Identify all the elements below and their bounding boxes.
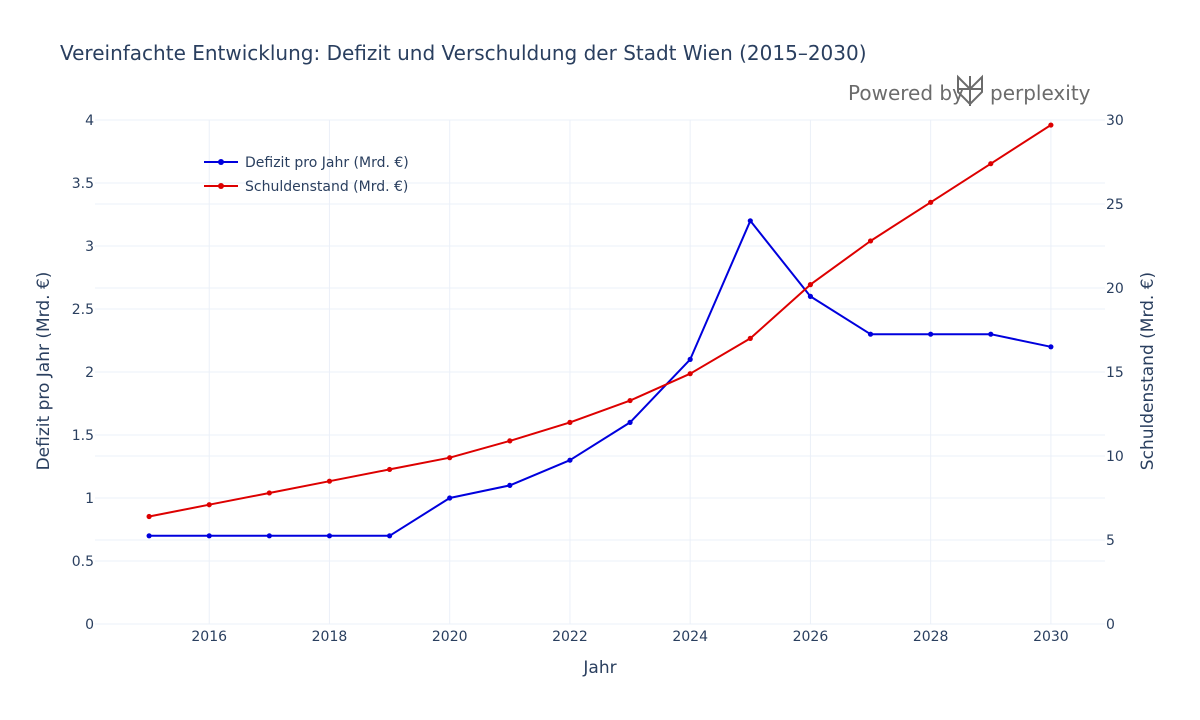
legend-item-defizit[interactable]: Defizit pro Jahr (Mrd. €) bbox=[204, 155, 409, 171]
x-tick-label: 2016 bbox=[191, 629, 227, 645]
data-point bbox=[386, 533, 393, 539]
data-point bbox=[627, 397, 633, 404]
data-point bbox=[928, 199, 934, 205]
data-point bbox=[326, 478, 333, 484]
y-tick-label: 1.5 bbox=[72, 428, 94, 444]
data-point bbox=[206, 533, 212, 539]
y2-axis-title: Schuldenstand (Mrd. €) bbox=[1138, 272, 1158, 470]
perplexity-icon bbox=[957, 74, 983, 106]
x-axis-title: Jahr bbox=[582, 658, 616, 678]
y-tick-label: 0 bbox=[85, 617, 94, 633]
perplexity-wordmark: perplexity bbox=[990, 81, 1091, 105]
data-point bbox=[567, 457, 573, 463]
y-tick-label: 1 bbox=[85, 491, 94, 507]
y2-tick-label: 5 bbox=[1106, 533, 1115, 549]
data-point bbox=[1048, 122, 1054, 128]
data-point bbox=[507, 482, 513, 488]
data-point bbox=[206, 502, 212, 508]
y-tick-label: 0.5 bbox=[72, 554, 94, 570]
powered-by-label: Powered by bbox=[848, 81, 964, 105]
y2-tick-label: 0 bbox=[1106, 617, 1115, 633]
legend-marker-schuldenstand bbox=[218, 183, 224, 189]
data-point bbox=[507, 438, 513, 444]
y-tick-label: 2.5 bbox=[72, 302, 94, 318]
y-tick-label: 4 bbox=[85, 113, 94, 129]
y-axis-title: Defizit pro Jahr (Mrd. €) bbox=[34, 272, 54, 471]
series-layer bbox=[146, 122, 1054, 539]
x-tick-label: 2030 bbox=[1033, 629, 1069, 645]
data-point bbox=[627, 419, 633, 425]
legend-marker-defizit bbox=[218, 159, 224, 165]
legend[interactable]: Defizit pro Jahr (Mrd. €) Schuldenstand … bbox=[204, 155, 409, 195]
series-line-0 bbox=[149, 219, 1052, 537]
y-tick-label: 3.5 bbox=[72, 176, 94, 192]
data-point bbox=[146, 533, 152, 539]
axes: 2016 2018 2020 2022 2024 2026 2028 203000.511.5… bbox=[72, 113, 1124, 645]
x-tick-label: 2018 bbox=[312, 629, 348, 645]
grid bbox=[95, 119, 1105, 625]
data-point bbox=[326, 533, 333, 539]
data-point bbox=[807, 282, 814, 288]
y-tick-label: 3 bbox=[85, 239, 94, 255]
legend-label-schuldenstand: Schuldenstand (Mrd. €) bbox=[245, 179, 408, 195]
chart-title: Vereinfachte Entwicklung: Defizit und Ve… bbox=[60, 41, 867, 65]
data-point bbox=[687, 371, 693, 377]
data-point bbox=[928, 331, 934, 337]
data-point bbox=[807, 293, 814, 299]
legend-item-schuldenstand[interactable]: Schuldenstand (Mrd. €) bbox=[204, 179, 408, 195]
y2-tick-label: 25 bbox=[1106, 197, 1124, 213]
x-tick-label: 2026 bbox=[793, 629, 829, 645]
data-point bbox=[386, 466, 393, 473]
data-point bbox=[747, 218, 753, 224]
data-point bbox=[867, 238, 874, 244]
series-line-1 bbox=[148, 124, 1052, 518]
data-point bbox=[447, 455, 453, 461]
y2-tick-label: 30 bbox=[1106, 113, 1124, 129]
data-point bbox=[988, 331, 994, 337]
data-point bbox=[867, 331, 874, 337]
y2-tick-label: 20 bbox=[1106, 281, 1124, 297]
data-point bbox=[146, 513, 152, 520]
x-tick-label: 2022 bbox=[552, 629, 588, 645]
data-point bbox=[266, 490, 272, 496]
y2-tick-label: 15 bbox=[1106, 365, 1124, 381]
x-tick-label: 2024 bbox=[672, 629, 708, 645]
data-point bbox=[1048, 344, 1054, 350]
data-point bbox=[988, 161, 994, 167]
data-point bbox=[447, 495, 453, 501]
data-point bbox=[687, 356, 693, 362]
x-tick-label: 2028 bbox=[913, 629, 949, 645]
perplexity-logo: Powered by perplexity bbox=[848, 74, 1091, 106]
x-tick-label: 2020 bbox=[432, 629, 468, 645]
data-point bbox=[747, 335, 753, 341]
data-point bbox=[266, 533, 272, 539]
y-tick-label: 2 bbox=[85, 365, 94, 381]
legend-label-defizit: Defizit pro Jahr (Mrd. €) bbox=[245, 155, 409, 171]
y2-tick-label: 10 bbox=[1106, 449, 1124, 465]
data-point bbox=[567, 419, 573, 425]
